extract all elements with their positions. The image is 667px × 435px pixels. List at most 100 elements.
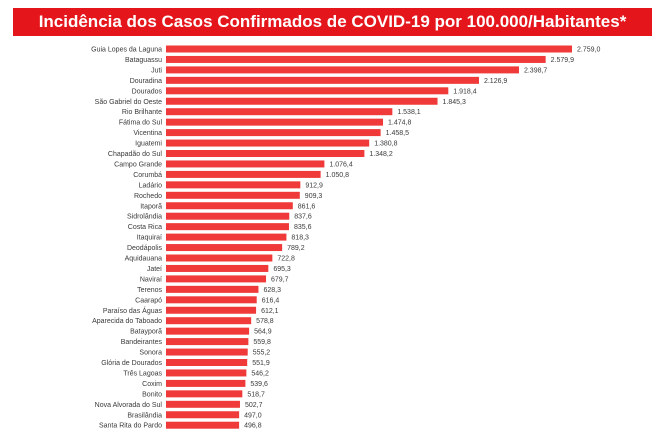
bar	[166, 264, 269, 272]
value-label: 2.398,7	[524, 67, 547, 74]
bar	[166, 285, 259, 293]
value-label: 2.579,9	[551, 57, 574, 64]
category-label: Juti	[151, 67, 162, 74]
category-label: Caarapó	[135, 297, 162, 304]
value-label: 578,8	[256, 318, 274, 325]
value-label: 818,3	[291, 235, 309, 242]
category-label: Ladário	[139, 182, 162, 189]
bar	[166, 359, 248, 366]
category-label: Glória de Dourados	[101, 360, 162, 367]
value-label: 1.918,4	[453, 88, 476, 95]
bar	[166, 150, 365, 157]
value-label: 546,2	[251, 370, 269, 377]
value-label: 1.458,5	[386, 130, 409, 137]
bar	[166, 160, 325, 168]
category-label: Batayporã	[130, 329, 162, 336]
value-label: 551,9	[252, 360, 270, 367]
bar	[166, 170, 321, 178]
chart-title: Incidência dos Casos Confirmados de COVI…	[38, 12, 627, 31]
value-label: 1.050,8	[326, 172, 349, 179]
bar	[166, 244, 283, 252]
bar	[166, 411, 240, 419]
category-label: Coxim	[142, 381, 162, 388]
value-label: 496,8	[244, 423, 262, 430]
value-label: 502,7	[245, 402, 263, 409]
value-label: 835,6	[294, 224, 312, 231]
value-label: 564,9	[254, 329, 272, 336]
value-label: 679,7	[271, 276, 289, 283]
value-label: 1.076,4	[329, 161, 352, 168]
value-label: 2.126,9	[484, 78, 507, 85]
bar	[166, 296, 257, 304]
value-label: 559,8	[253, 339, 271, 346]
category-label: Nova Alvorada do Sul	[95, 402, 163, 409]
bar	[166, 379, 246, 387]
category-label: Aparecida do Taboado	[92, 318, 162, 325]
category-label: Santa Rita do Pardo	[99, 423, 162, 430]
category-label: Dourados	[132, 88, 163, 95]
category-label: Terenos	[137, 287, 162, 294]
category-label: Itaquiraí	[137, 235, 162, 242]
category-label: Bonito	[142, 391, 162, 398]
value-label: 497,0	[244, 412, 262, 419]
bar	[166, 275, 267, 283]
value-label: 909,3	[305, 193, 323, 200]
bar	[166, 233, 287, 241]
category-label: Corumbá	[133, 172, 162, 179]
category-label: Naviraí	[140, 276, 162, 283]
value-label: 2.759,0	[577, 47, 600, 54]
bar	[166, 66, 519, 74]
title-banner: Incidência dos Casos Confirmados de COVI…	[13, 8, 652, 36]
bar	[166, 306, 257, 314]
category-label: Bataguassu	[125, 57, 162, 64]
category-label: Campo Grande	[114, 161, 162, 168]
bar	[166, 191, 300, 199]
value-label: 1.348,2	[369, 151, 392, 158]
value-label: 1.845,3	[443, 99, 466, 106]
category-label: Rochedo	[134, 193, 162, 200]
category-label: São Gabriel do Oeste	[95, 99, 162, 106]
bar	[166, 338, 249, 346]
value-label: 539,6	[250, 381, 268, 388]
value-label: 722,8	[277, 256, 295, 263]
bar	[166, 181, 301, 189]
value-label: 1.474,8	[388, 120, 411, 127]
category-label: Costa Rica	[128, 224, 162, 231]
bar	[166, 369, 247, 377]
bar	[166, 317, 252, 325]
category-label: Sonora	[139, 350, 162, 357]
bar	[166, 129, 381, 137]
bar	[166, 327, 250, 335]
bar	[166, 139, 370, 147]
category-label: Itaporã	[140, 203, 162, 210]
bar	[166, 212, 290, 220]
category-label: Iguatemi	[135, 141, 162, 148]
value-label: 612,1	[261, 308, 279, 315]
category-label: Jateí	[147, 266, 162, 273]
category-label: Paraíso das Águas	[103, 306, 163, 315]
category-label: Vicentina	[133, 130, 162, 137]
category-label: Aquidauana	[125, 256, 162, 263]
value-label: 695,3	[273, 266, 291, 273]
category-label: Três Lagoas	[123, 370, 162, 377]
category-label: Chapadão do Sul	[108, 151, 163, 158]
category-label: Guia Lopes da Laguna	[91, 47, 162, 54]
bar	[166, 254, 273, 262]
bar	[166, 87, 449, 95]
value-label: 1.380,8	[374, 141, 397, 148]
category-label: Bandeirantes	[121, 339, 163, 346]
value-label: 912,9	[305, 182, 323, 189]
category-label: Rio Brilhante	[122, 109, 162, 116]
bar	[166, 97, 438, 105]
category-label: Brasilândia	[127, 412, 162, 419]
value-label: 555,2	[253, 350, 271, 357]
value-label: 1.538,1	[397, 109, 420, 116]
value-label: 789,2	[287, 245, 305, 252]
bar	[166, 390, 243, 398]
bar	[166, 348, 248, 356]
bar	[166, 108, 393, 116]
value-label: 616,4	[262, 297, 280, 304]
bar	[166, 118, 384, 126]
bar	[166, 45, 572, 53]
category-label: Fátima do Sul	[119, 120, 163, 127]
